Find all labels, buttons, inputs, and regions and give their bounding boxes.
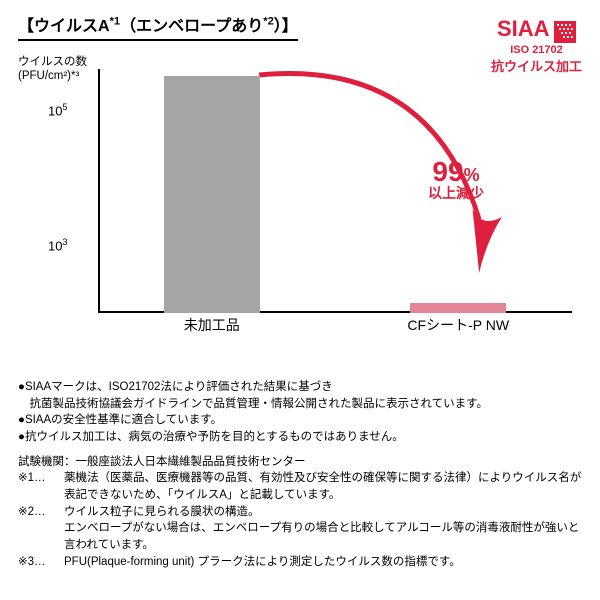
callout-value: 99 xyxy=(432,156,463,187)
title-open: （ xyxy=(120,18,136,35)
siaa-iso: ISO 21702 xyxy=(491,44,582,56)
bar-chart: ウイルスの数 (PFU/cm²)*³ 99% 以上減少 未加工品CFシート-P … xyxy=(18,55,582,345)
ylabel-line2: (PFU/cm²)*³ xyxy=(18,70,79,82)
legend-key: ※2… xyxy=(18,504,64,521)
legend-row: ※2…ウイルス粒子に見られる膜状の構造。 xyxy=(18,504,582,521)
x-tick-label: 未加工品 xyxy=(184,315,240,335)
legend-key: ※1… xyxy=(18,470,64,503)
legend-row: ※3…PFU(Plaque-forming unit) プラーク法により測定した… xyxy=(18,554,582,571)
legend-key: ※3… xyxy=(18,554,64,571)
plot-area: 99% 以上減少 未加工品CFシート-P NW xyxy=(98,69,572,313)
legend-row: エンベロープがない場合は、エンベロープ有りの場合と比較してアルコール等の消毒液耐… xyxy=(18,520,582,553)
note-bullet: ●SIAAの安全性基準に適合しています。 xyxy=(18,412,582,429)
legend-row: ※1…薬機法（医薬品、医療機器等の品質、有効性及び安全性の確保等に関する法律）に… xyxy=(18,470,582,503)
title-virus: ウイルスA xyxy=(34,18,110,35)
title-sup1: *1 xyxy=(110,16,121,28)
chart-title: 【ウイルスA*1（エンベロープあり*2）】 xyxy=(18,12,298,41)
bar xyxy=(164,76,260,313)
note-bullet: 抗菌製品技術協議会ガイドラインで品質管理・情報公開された製品に表示されています。 xyxy=(18,396,582,413)
legend-val: 薬機法（医薬品、医療機器等の品質、有効性及び安全性の確保等に関する法律）によりウ… xyxy=(64,470,582,503)
title-close: ）】 xyxy=(274,18,298,35)
legend-header: 試験機関：一般座談法人日本繊維製品品質技術センター xyxy=(18,454,582,471)
title-envelope: エンベロープあり xyxy=(136,18,263,35)
notes-bullets: ●SIAAマークは、ISO21702法により評価された結果に基づき 抗菌製品技術… xyxy=(18,379,582,446)
x-tick-label: CFシート-P NW xyxy=(407,315,509,335)
ylabel-line1: ウイルスの数 xyxy=(18,56,87,68)
siaa-logo-main: SIAA xyxy=(491,18,582,43)
siaa-text: SIAA xyxy=(497,16,550,41)
bar xyxy=(410,303,506,313)
notes-legend: ※1…薬機法（医薬品、医療機器等の品質、有効性及び安全性の確保等に関する法律）に… xyxy=(18,470,582,570)
legend-key xyxy=(18,520,64,553)
legend-val: ウイルス粒子に見られる膜状の構造。 xyxy=(64,504,582,521)
y-tick: 105 xyxy=(48,102,67,118)
y-axis-label: ウイルスの数 (PFU/cm²)*³ xyxy=(18,55,87,84)
siaa-dots-icon xyxy=(554,21,576,43)
callout-suffix: 以上減少 xyxy=(428,185,484,201)
reduction-callout: 99% 以上減少 xyxy=(428,157,484,203)
title-sup2: *2 xyxy=(263,16,274,28)
note-bullet: ●抗ウイルス加工は、病気の治療や予防を目的とするものではありません。 xyxy=(18,429,582,446)
notes-section: ●SIAAマークは、ISO21702法により評価された結果に基づき 抗菌製品技術… xyxy=(18,379,582,570)
title-prefix: 【 xyxy=(18,18,34,35)
legend-val: エンベロープがない場合は、エンベロープ有りの場合と比較してアルコール等の消毒液耐… xyxy=(64,520,582,553)
y-tick: 103 xyxy=(48,237,67,253)
callout-pct: % xyxy=(464,165,480,185)
legend-val: PFU(Plaque-forming unit) プラーク法により測定したウイル… xyxy=(64,554,582,571)
note-bullet: ●SIAAマークは、ISO21702法により評価された結果に基づき xyxy=(18,379,582,396)
